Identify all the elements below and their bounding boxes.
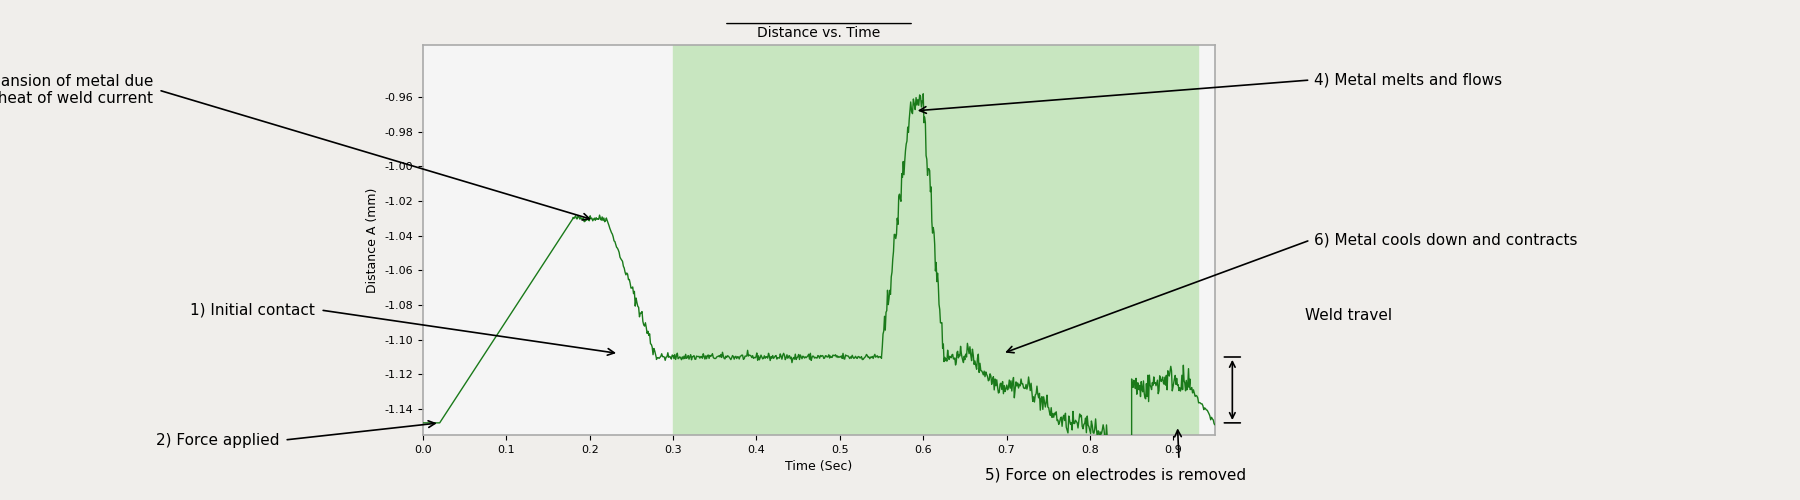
Text: 4) Metal melts and flows: 4) Metal melts and flows — [1314, 72, 1503, 88]
X-axis label: Time (Sec): Time (Sec) — [785, 460, 853, 473]
Bar — [673, 45, 1199, 435]
Text: 5) Force on electrodes is removed: 5) Force on electrodes is removed — [985, 468, 1247, 482]
Text: Weld travel: Weld travel — [1305, 308, 1391, 322]
Title: Distance vs. Time: Distance vs. Time — [758, 26, 880, 40]
Text: 1) Initial contact: 1) Initial contact — [191, 302, 315, 318]
Y-axis label: Distance A (mm): Distance A (mm) — [365, 188, 378, 292]
Text: 2) Force applied: 2) Force applied — [155, 432, 279, 448]
Text: 3) Expansion of metal due
    to heat of weld current: 3) Expansion of metal due to heat of wel… — [0, 74, 153, 106]
Text: 6) Metal cools down and contracts: 6) Metal cools down and contracts — [1314, 232, 1577, 248]
